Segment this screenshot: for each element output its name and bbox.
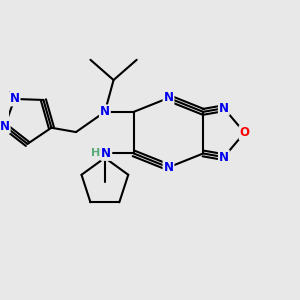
Text: N: N — [101, 147, 111, 160]
Text: N: N — [219, 151, 229, 164]
Text: H: H — [91, 148, 100, 158]
Text: N: N — [10, 92, 20, 106]
Text: N: N — [219, 102, 229, 115]
Text: N: N — [100, 105, 110, 118]
Text: N: N — [164, 161, 173, 174]
Text: N: N — [164, 92, 173, 104]
Text: O: O — [239, 126, 250, 139]
Text: N: N — [0, 120, 10, 133]
